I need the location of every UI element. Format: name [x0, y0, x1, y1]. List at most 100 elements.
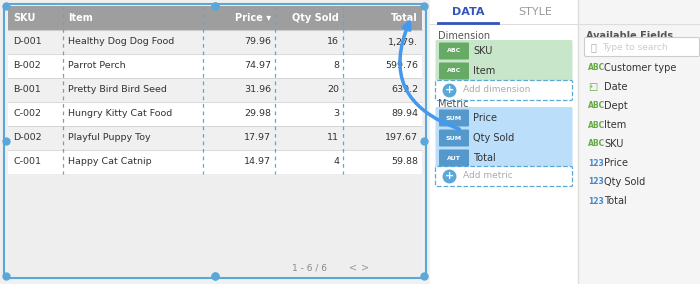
Text: Happy Cat Catnip: Happy Cat Catnip — [68, 158, 152, 166]
FancyBboxPatch shape — [439, 130, 469, 147]
Text: 20: 20 — [327, 85, 339, 95]
Text: Total: Total — [473, 153, 496, 163]
Text: Price: Price — [473, 113, 497, 123]
Text: SKU: SKU — [473, 46, 492, 56]
Text: 1,279.: 1,279. — [388, 37, 418, 47]
Text: ABC: ABC — [588, 120, 606, 130]
Text: Qty Sold: Qty Sold — [473, 133, 514, 143]
Text: Item: Item — [604, 120, 626, 130]
Text: AUT: AUT — [447, 156, 461, 160]
Bar — [578, 0, 700, 284]
Text: D-002: D-002 — [13, 133, 41, 143]
FancyBboxPatch shape — [439, 43, 469, 60]
Text: Dept: Dept — [604, 101, 628, 111]
Bar — [8, 30, 422, 54]
Text: 123: 123 — [588, 158, 603, 168]
Text: Pretty Bird Bird Seed: Pretty Bird Bird Seed — [68, 85, 167, 95]
Text: Total: Total — [604, 196, 626, 206]
Bar — [8, 6, 422, 30]
Text: +: + — [444, 85, 454, 95]
FancyBboxPatch shape — [435, 127, 573, 149]
Text: ABC: ABC — [447, 49, 461, 53]
Bar — [8, 102, 422, 126]
Text: □: □ — [588, 82, 597, 92]
Text: <: < — [349, 263, 357, 273]
Text: Item: Item — [473, 66, 496, 76]
Text: Item: Item — [68, 13, 92, 23]
Text: 599.76: 599.76 — [385, 62, 418, 70]
Text: ⌕: ⌕ — [591, 42, 597, 52]
Text: ABC: ABC — [588, 101, 606, 110]
Text: SUM: SUM — [446, 135, 462, 141]
Text: ABC: ABC — [588, 139, 606, 149]
Text: B-002: B-002 — [13, 62, 41, 70]
Text: 59.88: 59.88 — [391, 158, 418, 166]
Text: 31.96: 31.96 — [244, 85, 271, 95]
Text: Metric: Metric — [438, 99, 468, 109]
Text: Add dimension: Add dimension — [463, 85, 531, 95]
Text: Hungry Kitty Cat Food: Hungry Kitty Cat Food — [68, 110, 172, 118]
Text: Type to search: Type to search — [602, 43, 668, 51]
Text: C-001: C-001 — [13, 158, 41, 166]
FancyBboxPatch shape — [435, 107, 573, 129]
FancyBboxPatch shape — [439, 149, 469, 166]
FancyBboxPatch shape — [435, 60, 573, 82]
Text: >: > — [361, 263, 369, 273]
Text: Dimension: Dimension — [438, 31, 490, 41]
Text: Qty Sold: Qty Sold — [292, 13, 339, 23]
Text: 14.97: 14.97 — [244, 158, 271, 166]
FancyBboxPatch shape — [439, 110, 469, 126]
Bar — [8, 54, 422, 78]
Text: +: + — [588, 85, 593, 89]
Text: Price: Price — [604, 158, 628, 168]
Text: Date: Date — [604, 82, 627, 92]
Bar — [430, 0, 578, 284]
Text: D-001: D-001 — [13, 37, 41, 47]
Text: STYLE: STYLE — [518, 7, 552, 17]
Text: ABC: ABC — [588, 64, 606, 72]
FancyBboxPatch shape — [435, 166, 573, 187]
Text: DATA: DATA — [452, 7, 484, 17]
Text: B-001: B-001 — [13, 85, 41, 95]
Text: SKU: SKU — [604, 139, 624, 149]
FancyBboxPatch shape — [435, 40, 573, 62]
Text: SKU: SKU — [13, 13, 36, 23]
Text: Price ▾: Price ▾ — [235, 13, 271, 23]
Text: Customer type: Customer type — [604, 63, 676, 73]
Text: 11: 11 — [327, 133, 339, 143]
Text: 639.2: 639.2 — [391, 85, 418, 95]
Text: 29.98: 29.98 — [244, 110, 271, 118]
Bar — [8, 126, 422, 150]
Text: 123: 123 — [588, 197, 603, 206]
Text: 123: 123 — [588, 178, 603, 187]
FancyBboxPatch shape — [439, 62, 469, 80]
FancyArrowPatch shape — [400, 22, 459, 129]
Text: 4: 4 — [333, 158, 339, 166]
Text: Qty Sold: Qty Sold — [604, 177, 645, 187]
FancyBboxPatch shape — [584, 37, 699, 57]
Text: Healthy Dog Dog Food: Healthy Dog Dog Food — [68, 37, 174, 47]
Text: 1 - 6 / 6: 1 - 6 / 6 — [291, 264, 326, 273]
Bar — [8, 78, 422, 102]
Text: +: + — [444, 171, 454, 181]
Text: 8: 8 — [333, 62, 339, 70]
FancyBboxPatch shape — [435, 147, 573, 169]
Text: Available Fields: Available Fields — [586, 31, 673, 41]
Text: 79.96: 79.96 — [244, 37, 271, 47]
Text: 197.67: 197.67 — [385, 133, 418, 143]
Bar — [8, 150, 422, 174]
Text: Total: Total — [391, 13, 418, 23]
Text: Parrot Perch: Parrot Perch — [68, 62, 125, 70]
Text: 16: 16 — [327, 37, 339, 47]
Text: Add metric: Add metric — [463, 172, 512, 181]
Text: 3: 3 — [333, 110, 339, 118]
Text: 17.97: 17.97 — [244, 133, 271, 143]
Bar — [8, 30, 422, 174]
Text: C-002: C-002 — [13, 110, 41, 118]
FancyBboxPatch shape — [435, 80, 573, 101]
Text: Playful Puppy Toy: Playful Puppy Toy — [68, 133, 150, 143]
Text: 74.97: 74.97 — [244, 62, 271, 70]
Text: SUM: SUM — [446, 116, 462, 120]
Text: 89.94: 89.94 — [391, 110, 418, 118]
Text: ABC: ABC — [447, 68, 461, 74]
